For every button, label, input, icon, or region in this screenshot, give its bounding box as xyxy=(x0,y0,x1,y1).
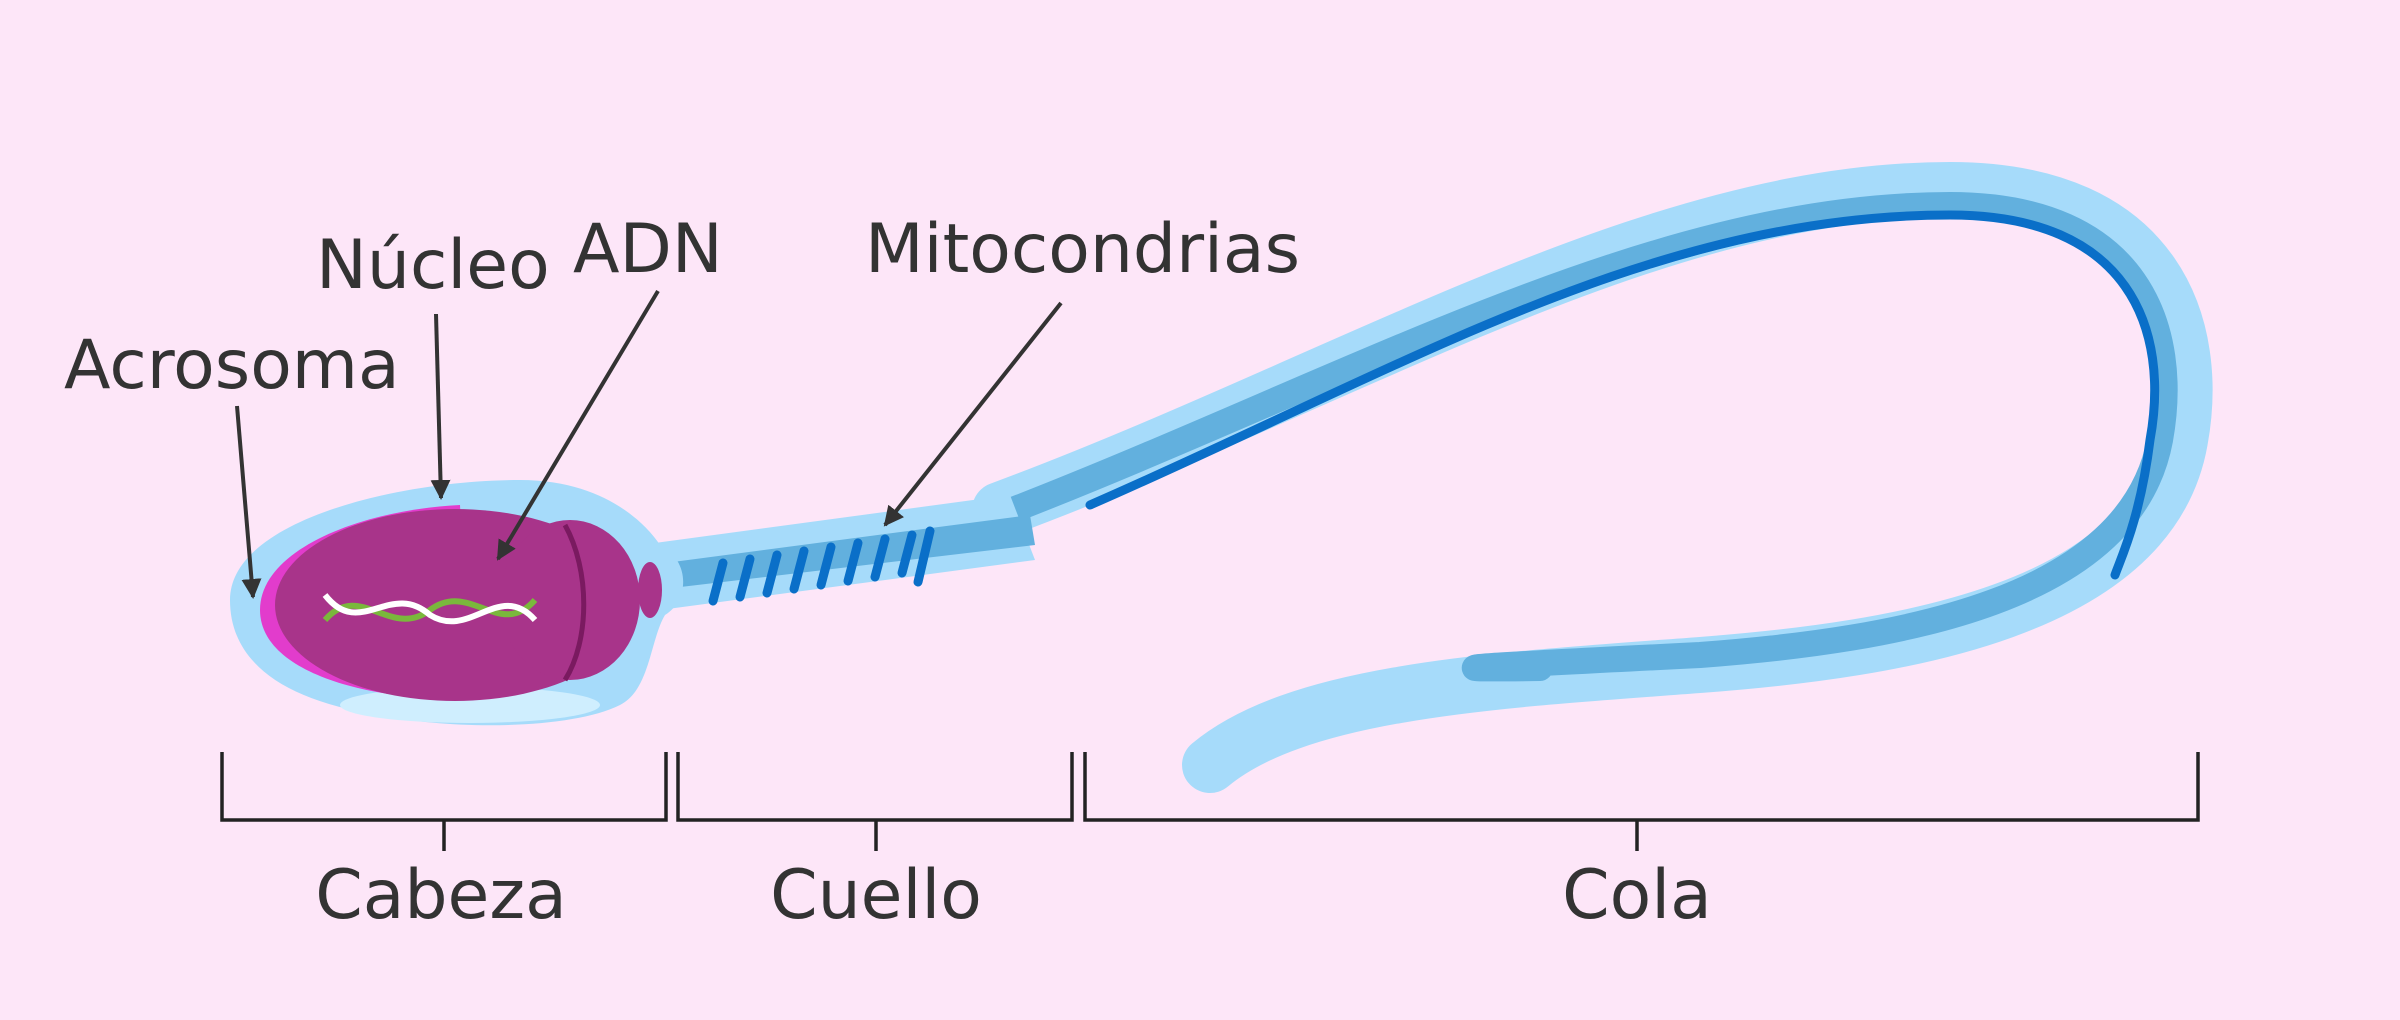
section-brackets xyxy=(220,752,2200,851)
label-acrosoma: Acrosoma xyxy=(64,326,400,405)
arrow-adn xyxy=(496,289,660,561)
section-cuello: Cuello xyxy=(770,856,982,935)
pointer-arrows xyxy=(235,289,1063,599)
arrow-mitocondrias xyxy=(883,301,1063,527)
mitochondria-stripes xyxy=(708,526,935,606)
label-mitocondrias: Mitocondrias xyxy=(865,210,1300,289)
bracket-cola xyxy=(1083,752,2200,851)
dna-icon xyxy=(322,593,538,625)
section-cabeza: Cabeza xyxy=(315,856,567,935)
arrow-acrosoma xyxy=(235,405,262,599)
label-adn: ADN xyxy=(573,210,723,289)
arrow-nucleo xyxy=(430,313,451,500)
label-nucleo: Núcleo xyxy=(316,226,550,305)
bracket-cabeza xyxy=(220,752,668,851)
midpiece xyxy=(640,495,1035,610)
tail xyxy=(972,161,2213,793)
section-cola: Cola xyxy=(1562,856,1712,935)
bracket-cuello xyxy=(676,752,1074,851)
head xyxy=(230,480,684,726)
